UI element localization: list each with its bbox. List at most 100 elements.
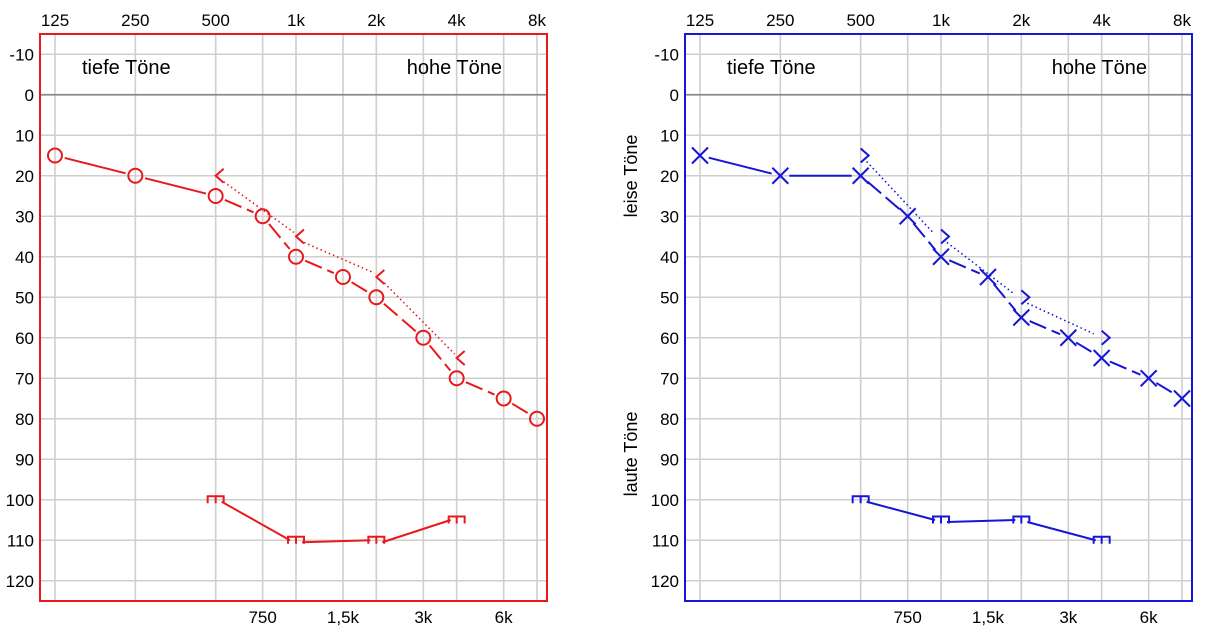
data-point-cross <box>1012 308 1031 327</box>
x-top-tick-label: 250 <box>766 11 794 30</box>
y-tick-label: 30 <box>15 207 34 226</box>
y-tick-label: 60 <box>660 329 679 348</box>
audiogram-left-ear: 125 250 500 1k 2k 4k 8k 750 1,5k 3k 6k -10 0 10 20 30 40… <box>621 11 1193 627</box>
x-top-tick-label: 1k <box>287 11 305 30</box>
series-segment <box>465 381 495 396</box>
y-side-label-top: leise Töne <box>621 135 641 218</box>
x-top-tick-label: 125 <box>686 11 714 30</box>
series-segment <box>946 519 1016 523</box>
data-point-bone-conduction <box>294 228 305 245</box>
x-top-tick-label: 8k <box>1173 11 1191 30</box>
data-point-circle <box>495 390 512 407</box>
data-point-cross <box>1059 329 1078 347</box>
series-segment <box>912 222 937 251</box>
series-segment <box>1109 360 1141 376</box>
plot-frame <box>39 33 548 602</box>
data-point-bone-conduction <box>940 228 951 245</box>
data-point-bone-conduction <box>214 167 225 184</box>
x-top-tick-label: 125 <box>41 11 69 30</box>
data-point-circle <box>127 167 144 184</box>
y-tick-label: -10 <box>9 45 34 64</box>
y-tick-label: 100 <box>651 491 679 510</box>
series-segment <box>144 177 207 195</box>
x-top-tick-label: 500 <box>846 11 874 30</box>
data-point-circle <box>415 329 432 346</box>
y-tick-label: 80 <box>660 410 679 429</box>
series-segment <box>301 539 371 544</box>
series-segment <box>304 259 335 274</box>
y-tick-label: 50 <box>660 288 679 307</box>
y-tick-label: 20 <box>660 167 679 186</box>
x-top-tick-label: 1k <box>932 11 950 30</box>
region-label-high: hohe Töne <box>1052 57 1147 79</box>
y-tick-label: 90 <box>15 450 34 469</box>
x-bottom-tick-label: 3k <box>1059 608 1077 627</box>
plot-frame <box>684 33 1193 602</box>
series-segment <box>511 402 529 415</box>
y-tick-label: -10 <box>654 45 679 64</box>
series-segment <box>224 199 254 214</box>
x-bottom-tick-label: 6k <box>1140 608 1158 627</box>
data-point-discomfort <box>206 495 225 504</box>
y-tick-label: 10 <box>15 126 34 145</box>
data-point-circle <box>207 188 224 204</box>
data-point-circle <box>368 289 385 306</box>
y-tick-label: 10 <box>660 126 679 145</box>
data-point-discomfort <box>851 495 870 504</box>
series-segment <box>866 160 934 234</box>
data-point-circle <box>529 410 545 427</box>
x-bottom-tick-label: 1,5k <box>972 608 1005 627</box>
y-tick-label: 40 <box>660 248 679 267</box>
series-segment <box>1155 382 1175 395</box>
data-point-bone-conduction <box>1020 289 1031 306</box>
audiogram-right-ear: 125 250 500 1k 2k 4k 8k 750 1,5k 3k 6k -10 0 10 20 30 40… <box>6 11 548 627</box>
region-label-high: hohe Töne <box>407 57 502 79</box>
y-tick-label: 80 <box>15 410 34 429</box>
data-point-bone-conduction <box>1101 329 1112 346</box>
x-bottom-tick-label: 750 <box>248 608 276 627</box>
y-tick-label: 30 <box>660 207 679 226</box>
series-segment <box>383 282 456 355</box>
data-point-discomfort <box>932 515 950 524</box>
y-tick-label: 20 <box>15 167 34 186</box>
y-tick-label: 60 <box>15 329 34 348</box>
data-point-circle <box>47 147 63 164</box>
data-point-bone-conduction <box>374 269 385 285</box>
series-segment <box>428 344 452 372</box>
x-bottom-tick-label: 750 <box>893 608 921 627</box>
data-point-bone-conduction <box>455 350 466 366</box>
data-point-cross <box>691 146 709 165</box>
series-segment <box>946 241 1014 294</box>
series-segment <box>992 283 1017 312</box>
y-tick-label: 120 <box>6 572 34 591</box>
data-point-cross <box>1092 349 1111 367</box>
region-label-low: tiefe Töne <box>727 57 816 79</box>
series-segment <box>221 500 291 542</box>
data-point-cross <box>851 167 870 185</box>
x-top-tick-label: 2k <box>367 11 385 30</box>
x-top-tick-label: 250 <box>121 11 149 30</box>
y-tick-label: 70 <box>15 369 34 388</box>
series-segment <box>1075 341 1095 355</box>
y-tick-label: 110 <box>7 531 34 550</box>
data-point-cross <box>1139 369 1158 387</box>
y-tick-label: 0 <box>670 86 679 105</box>
y-tick-label: 120 <box>651 572 679 591</box>
series-segment <box>64 156 126 175</box>
data-point-cross <box>771 167 790 185</box>
series-segment <box>1029 320 1061 336</box>
series-segment <box>268 223 291 250</box>
x-top-tick-label: 2k <box>1012 11 1030 30</box>
data-point-discomfort <box>367 535 386 544</box>
y-tick-label: 100 <box>6 491 34 510</box>
series-segment <box>948 259 981 275</box>
y-tick-label: 0 <box>25 86 34 105</box>
x-bottom-tick-label: 6k <box>495 608 513 627</box>
x-top-tick-label: 8k <box>528 11 546 30</box>
series-segment <box>1026 302 1095 335</box>
series-segment <box>223 181 295 234</box>
y-tick-label: 110 <box>652 531 679 550</box>
data-point-cross <box>979 268 997 286</box>
series-segment <box>708 156 772 175</box>
